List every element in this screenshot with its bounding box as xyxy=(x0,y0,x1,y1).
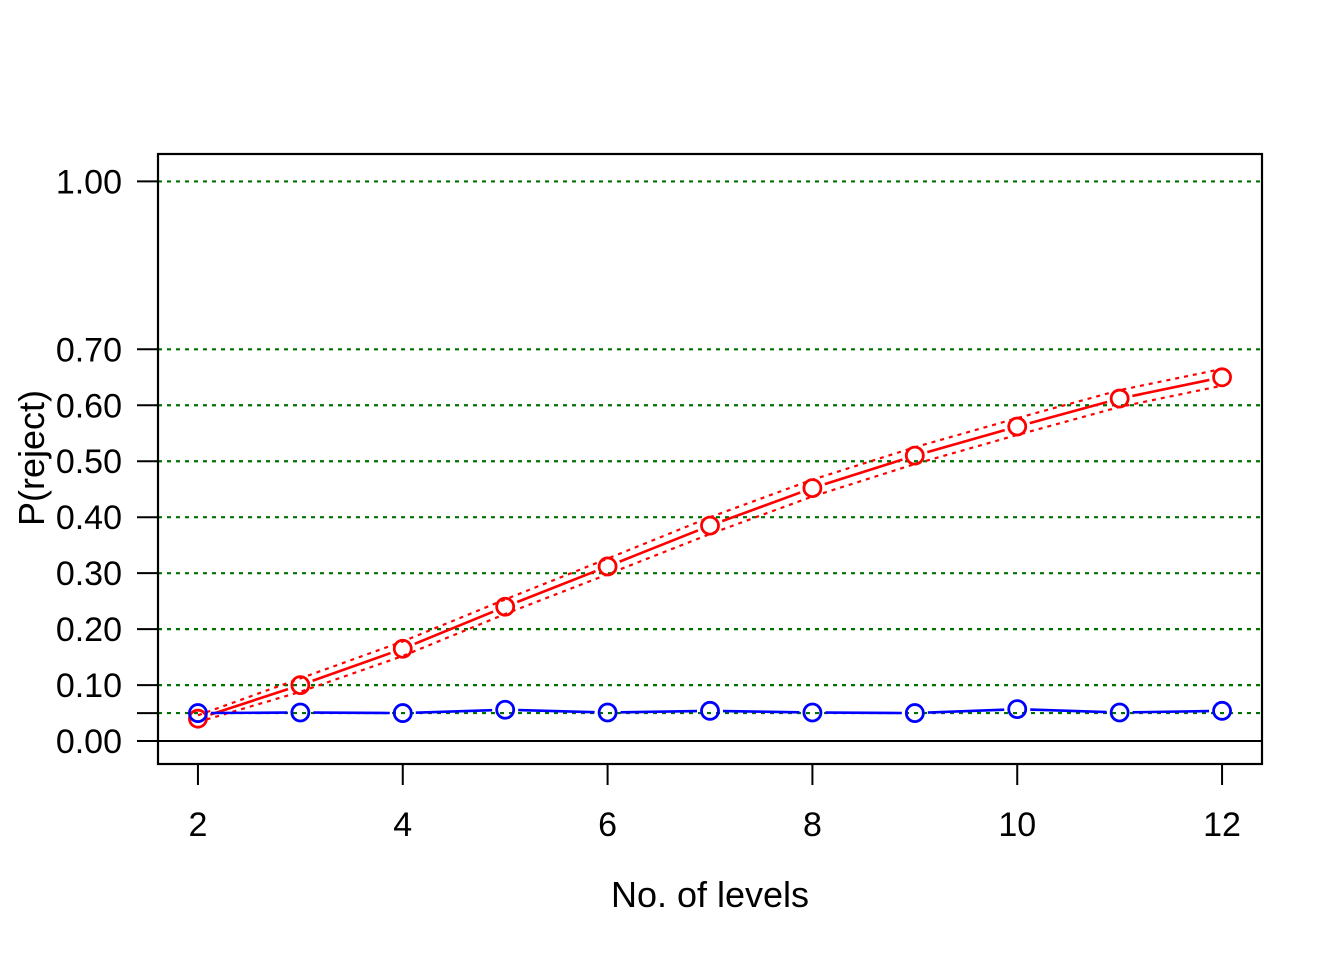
plot-border xyxy=(156,152,1264,766)
gridlines-group xyxy=(158,180,1262,715)
rejection-rate-alternative-marker xyxy=(597,556,618,577)
rejection-rate-alternative-marker xyxy=(188,708,208,729)
rejection-rate-alternative-segment xyxy=(721,491,801,523)
rejection-rate-null-segment xyxy=(518,708,595,714)
x-tick-label: 2 xyxy=(188,806,207,844)
y-tick-label: 0.10 xyxy=(56,667,122,705)
rejection-rate-null-segment xyxy=(1132,709,1210,714)
y-tick-label: 0.70 xyxy=(56,331,122,369)
x-tick-label: 8 xyxy=(803,806,822,844)
y-tick-label: 0.50 xyxy=(56,443,122,481)
rejection-rate-alternative-segment xyxy=(1132,378,1210,398)
x-tick-label: 4 xyxy=(393,806,412,844)
rejection-rate-null-marker xyxy=(392,703,413,723)
rejection-rate-null-segment xyxy=(1030,708,1107,714)
rejection-rate-null-segment xyxy=(415,708,493,714)
series-lines-group xyxy=(209,378,1210,716)
y-tick-label: 0.60 xyxy=(56,387,122,425)
rejection-rate-alternative-marker xyxy=(802,478,823,499)
rejection-rate-null-marker xyxy=(188,703,208,723)
rejection-rate-null-marker xyxy=(700,700,720,721)
rejection-rate-alternative-marker xyxy=(1109,388,1130,409)
rejection-rate-alternative-marker xyxy=(1007,416,1028,437)
rejection-rate-alternative-segment xyxy=(312,651,391,682)
rejection-rate-alternative-marker xyxy=(290,675,311,695)
rejection-rate-null-marker xyxy=(1007,699,1028,720)
rejection-rate-null-segment xyxy=(722,709,800,714)
rejection-rate-null-marker xyxy=(597,702,618,723)
rejection-rate-alternative-segment xyxy=(824,458,903,486)
y-tick-label: 0.00 xyxy=(56,723,122,761)
rejection-rate-alternative-marker xyxy=(700,515,720,536)
ci-lower-line xyxy=(197,384,1223,724)
rejection-rate-alternative-marker xyxy=(904,445,925,466)
rejection-rate-alternative-marker xyxy=(495,596,516,617)
rejection-rate-null-segment xyxy=(927,708,1005,714)
y-tick-label: 0.30 xyxy=(56,555,122,593)
rejection-rate-null-marker xyxy=(1109,702,1130,723)
series-markers-group xyxy=(188,367,1232,729)
rejection-rate-alternative-segment xyxy=(619,529,699,563)
confidence-band-group xyxy=(197,367,1223,724)
rejection-rate-alternative-segment xyxy=(1029,400,1108,425)
rejection-rate-null-marker xyxy=(802,702,823,723)
rejection-rate-alternative-marker xyxy=(1212,367,1232,388)
rejection-rate-null-marker xyxy=(290,702,311,723)
rejection-rate-alternative-segment xyxy=(414,610,494,645)
rejection-rate-alternative-segment xyxy=(516,569,596,604)
rejection-rate-null-segment xyxy=(620,709,698,714)
x-tick-label: 6 xyxy=(598,806,617,844)
rejection-rate-alternative-segment xyxy=(926,428,1006,454)
y-tick-label: 0.40 xyxy=(56,499,122,537)
rejection-rate-alternative-marker xyxy=(392,638,413,659)
rejection-rate-null-marker xyxy=(495,699,516,720)
x-axis-title: No. of levels xyxy=(611,874,809,915)
y-tick-label: 0.20 xyxy=(56,611,122,649)
x-tick-label: 10 xyxy=(998,806,1036,844)
x-tick-label: 12 xyxy=(1203,806,1241,844)
rejection-rate-alternative-segment xyxy=(209,687,289,716)
axes-group: 2 4 6 8 10 12 0.00 0.10 0.20 0.30 0.40 0.50 0.60 0.70… xyxy=(56,152,1264,844)
y-axis-title: P(reject) xyxy=(11,390,52,526)
rejection-rate-null-marker xyxy=(1212,700,1232,721)
y-tick-label: 1.00 xyxy=(56,163,122,201)
rejection-rate-null-marker xyxy=(904,703,925,723)
